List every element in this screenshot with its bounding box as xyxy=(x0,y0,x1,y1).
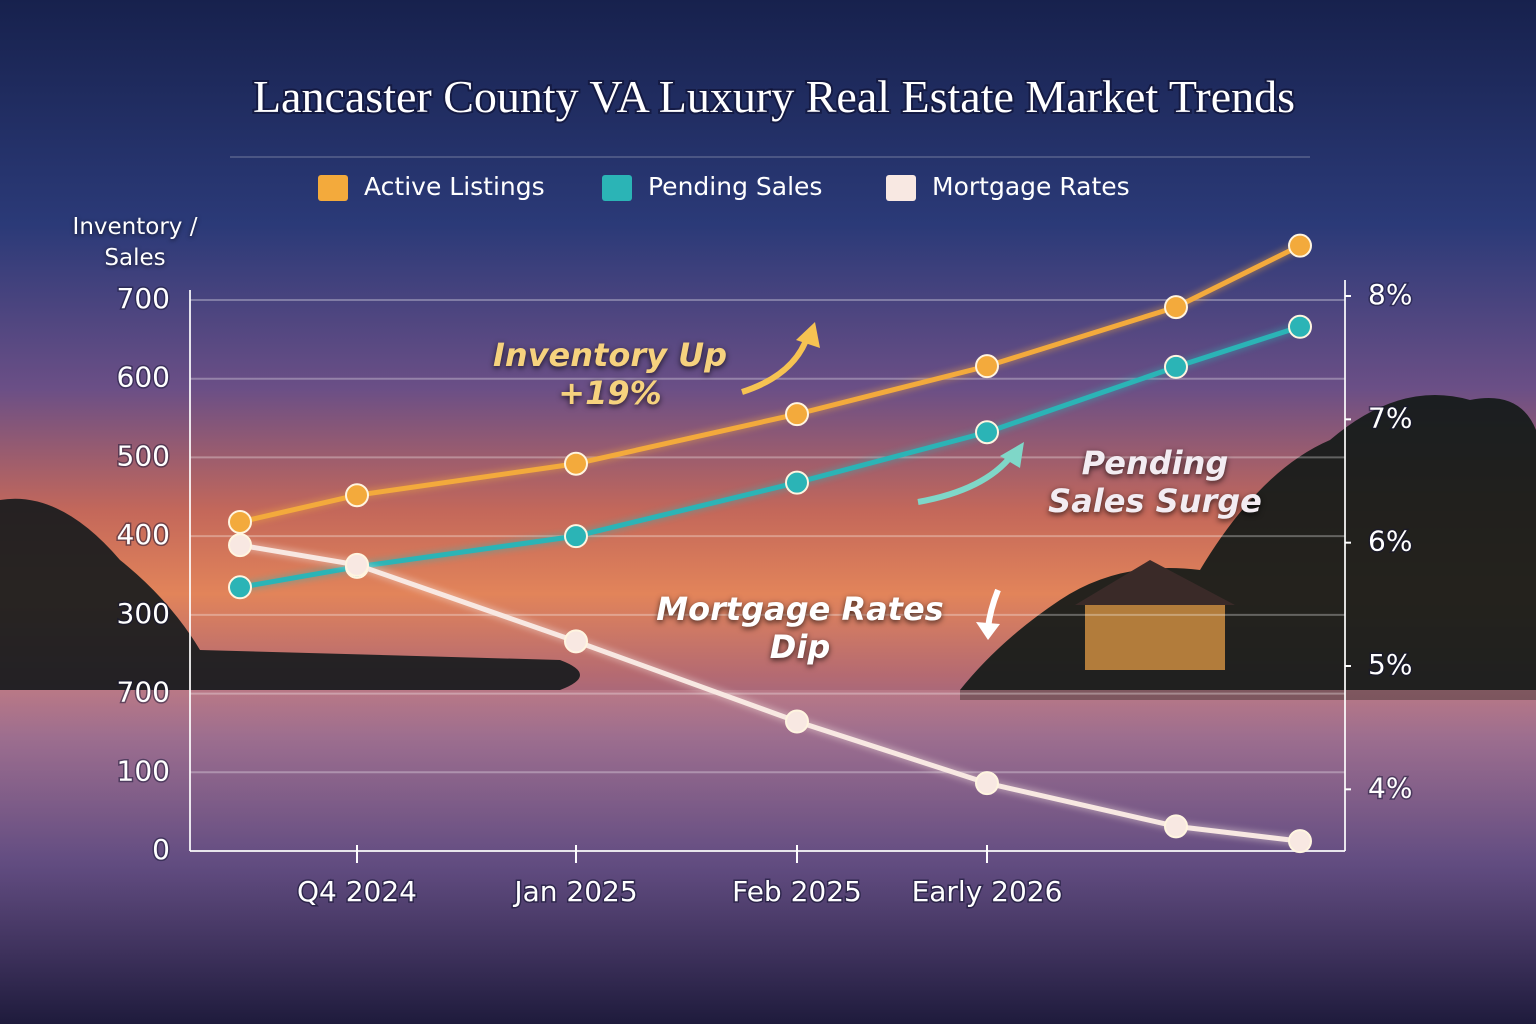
legend-label: Mortgage Rates xyxy=(932,172,1130,201)
y-tick-label: 600 xyxy=(117,361,170,394)
y-tick-label: 400 xyxy=(117,518,170,551)
legend-swatch xyxy=(886,175,916,201)
x-tick-label: Feb 2025 xyxy=(732,875,862,908)
point xyxy=(345,552,369,577)
point xyxy=(228,533,252,558)
y2-tick-label: 8% xyxy=(1368,278,1412,311)
point xyxy=(1288,233,1312,258)
point xyxy=(785,709,809,734)
chart-title: Lancaster County VA Luxury Real Estate M… xyxy=(253,71,1295,122)
y-tick-label: 500 xyxy=(117,439,170,472)
point xyxy=(564,451,588,476)
annotation: Pending Sales Surge xyxy=(1048,444,1262,520)
point xyxy=(1288,314,1312,339)
house xyxy=(1085,600,1225,670)
annotation: Inventory Up +19% xyxy=(493,336,727,412)
point xyxy=(564,629,588,654)
point xyxy=(975,420,999,445)
point xyxy=(975,771,999,796)
legend-label: Active Listings xyxy=(364,172,545,201)
water xyxy=(0,690,1536,1024)
y2-tick-label: 6% xyxy=(1368,525,1412,558)
legend-label: Pending Sales xyxy=(648,172,822,201)
y-tick-label: 700 xyxy=(117,676,170,709)
y-tick-label: 300 xyxy=(117,597,170,630)
point xyxy=(564,524,588,549)
y2-tick-label: 5% xyxy=(1368,648,1412,681)
legend-swatch xyxy=(318,175,348,201)
point xyxy=(975,354,999,379)
y2-tick-label: 7% xyxy=(1368,401,1412,434)
point xyxy=(1164,295,1188,320)
annotation: Mortgage Rates Dip xyxy=(656,590,944,666)
y-axis-label: Inventory / Sales xyxy=(72,214,198,271)
point xyxy=(1164,354,1188,379)
trees-left xyxy=(0,498,580,690)
legend-swatch xyxy=(602,175,632,201)
x-tick-label: Jan 2025 xyxy=(512,875,637,908)
y-tick-label: 0 xyxy=(152,833,170,866)
point xyxy=(345,483,369,508)
point xyxy=(1288,829,1312,854)
y-tick-label: 100 xyxy=(117,754,170,787)
x-tick-label: Early 2026 xyxy=(912,875,1063,908)
point xyxy=(1164,814,1188,839)
point xyxy=(785,470,809,495)
point xyxy=(785,402,809,427)
y2-tick-label: 4% xyxy=(1368,771,1412,804)
house-roof xyxy=(1075,560,1235,605)
y-tick-label: 700 xyxy=(117,282,170,315)
point xyxy=(228,509,252,534)
point xyxy=(228,575,252,600)
x-tick-label: Q4 2024 xyxy=(297,875,417,908)
